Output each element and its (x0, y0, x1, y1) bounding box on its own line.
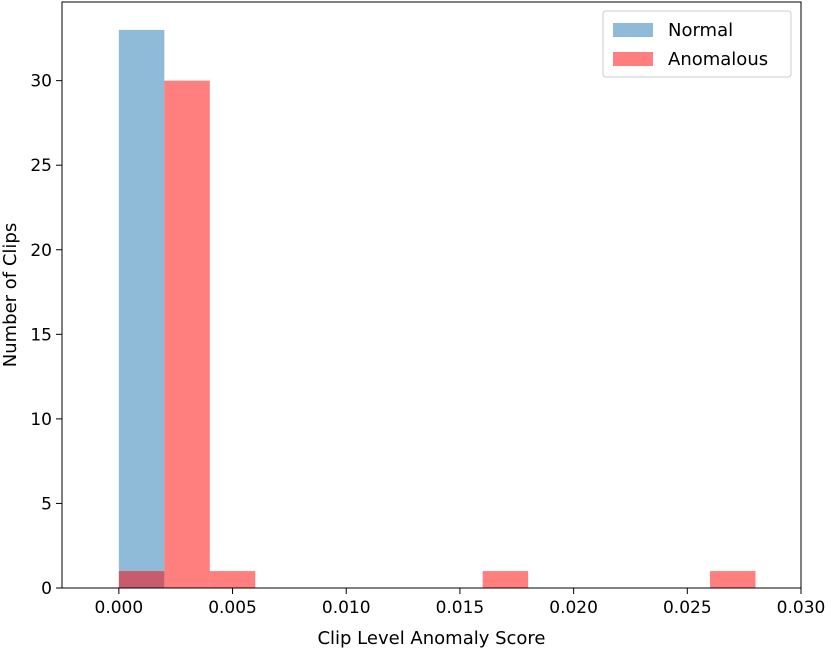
plot-frame (61, 1, 802, 589)
y-tick-label: 15 (30, 325, 52, 345)
y-axis-ticks: 0 5 10 15 20 25 30 (30, 72, 62, 599)
y-tick-label: 30 (30, 72, 52, 92)
bars-layer (118, 29, 756, 589)
y-tick-label: 5 (41, 494, 52, 514)
legend: Normal Anomalous (602, 10, 792, 78)
bar-anomalous-2 (209, 571, 256, 588)
x-tick-label: 0.000 (95, 598, 144, 618)
y-tick-label: 0 (41, 579, 52, 599)
bar-anomalous-1 (164, 80, 210, 589)
bar-anomalous-3 (482, 571, 529, 588)
legend-swatch-anomalous (613, 52, 653, 66)
legend-label-normal: Normal (668, 20, 733, 41)
x-axis-label: Clip Level Anomaly Score (317, 628, 545, 649)
legend-swatch-normal (613, 23, 653, 37)
x-tick-label: 0.025 (663, 598, 712, 618)
bar-anomalous-0 (118, 571, 165, 588)
bar-anomalous-4 (710, 571, 756, 588)
x-tick-label: 0.010 (322, 598, 371, 618)
x-tick-label: 0.015 (436, 598, 485, 618)
legend-label-anomalous: Anomalous (668, 49, 768, 70)
y-tick-label: 25 (30, 156, 52, 176)
x-tick-label: 0.005 (208, 598, 257, 618)
x-axis-ticks: 0.000 0.005 0.010 0.015 0.020 0.025 0.030 (95, 588, 826, 618)
bar-normal-0 (118, 29, 165, 588)
x-tick-label: 0.020 (549, 598, 598, 618)
y-tick-label: 20 (30, 241, 52, 261)
y-tick-label: 10 (30, 410, 52, 430)
x-tick-label: 0.030 (777, 598, 826, 618)
y-axis-label: Number of Clips (0, 223, 21, 367)
